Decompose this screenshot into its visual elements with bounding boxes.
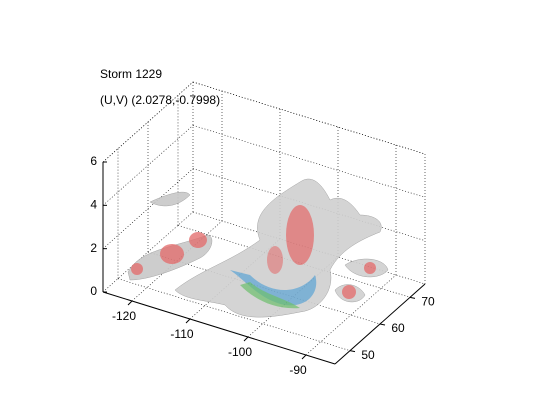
x-tick: [185, 318, 191, 324]
y-tick: [349, 350, 356, 353]
chart-title: Storm 1229: [100, 67, 162, 81]
x-tick: [301, 354, 307, 360]
y-tick-label: 50: [361, 348, 375, 362]
grid-line: [305, 274, 397, 356]
x-tick: [243, 336, 249, 342]
z-tick-label: 6: [90, 154, 97, 168]
x-tick-label: -110: [170, 327, 193, 341]
y-tick: [409, 296, 416, 299]
x-tick-label: -120: [112, 309, 136, 323]
z-tick-label: 4: [90, 198, 97, 212]
y-tick-label: 70: [421, 295, 435, 309]
core: [364, 262, 376, 274]
chart-subtitle: (U,V) (2.0278,-0.7998): [100, 93, 220, 107]
core: [131, 263, 143, 275]
grid-line: [102, 125, 194, 206]
x-tick: [127, 300, 133, 306]
core: [189, 232, 207, 248]
z-tick-label: 0: [90, 284, 97, 298]
band: [230, 270, 317, 306]
x-tick-label: -100: [228, 345, 252, 359]
grid-line: [102, 168, 194, 249]
core: [160, 244, 184, 264]
core: [342, 285, 356, 299]
y-tick-label: 60: [391, 321, 405, 335]
band: [240, 282, 300, 309]
z-tick-label: 2: [90, 241, 97, 255]
blob: [149, 191, 191, 207]
y-tick: [379, 323, 386, 326]
grid-line: [102, 211, 194, 293]
isosurfaces: [127, 178, 389, 318]
core: [267, 246, 283, 274]
x-axis: [102, 291, 336, 365]
x-tick-label: -90: [289, 363, 307, 377]
core: [286, 205, 314, 265]
box-edge: [102, 81, 194, 163]
